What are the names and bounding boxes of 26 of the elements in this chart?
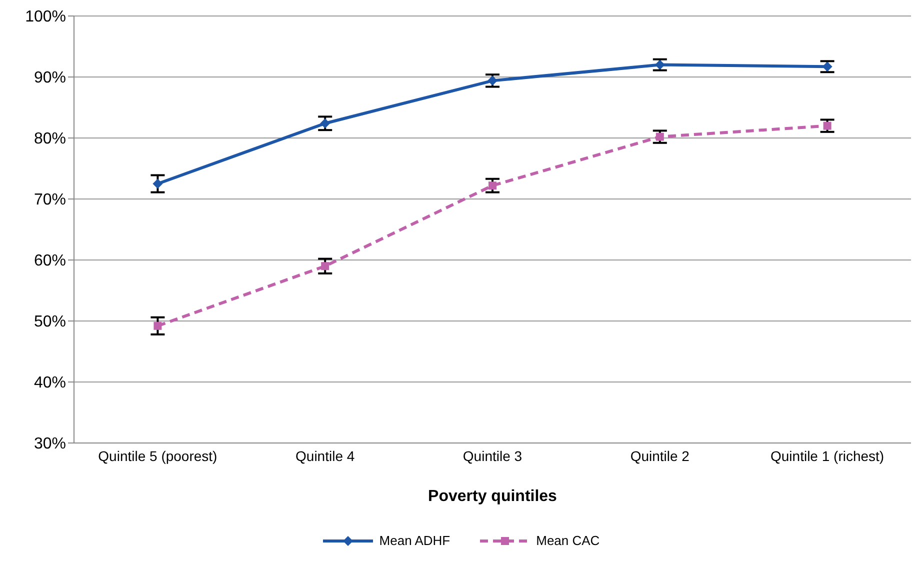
point <box>823 122 832 130</box>
y-tick-label: 60% <box>34 252 66 270</box>
y-tick-label: 100% <box>25 8 66 26</box>
x-tick-label: Quintile 1 (richest) <box>770 448 884 464</box>
point <box>656 132 664 141</box>
x-tick-label: Quintile 2 <box>630 448 690 464</box>
point <box>321 262 330 270</box>
legend-label: Mean ADHF <box>379 533 450 548</box>
point <box>154 322 162 330</box>
point <box>152 178 163 189</box>
y-tick-label: 70% <box>34 192 66 209</box>
y-tick-label: 30% <box>34 436 66 453</box>
point <box>654 60 665 70</box>
point <box>488 182 496 190</box>
y-tick-label: 90% <box>34 70 66 87</box>
y-tick-label: 80% <box>34 130 66 148</box>
point <box>488 76 498 86</box>
legend-label: Mean CAC <box>536 533 600 548</box>
x-tick-label: Quintile 4 <box>296 448 355 464</box>
x-tick-label: Quintile 5 (poorest) <box>98 448 218 464</box>
y-tick-label: 40% <box>34 374 66 392</box>
point <box>320 118 330 128</box>
x-axis-title: Poverty quintiles <box>428 488 558 505</box>
point <box>822 62 832 72</box>
y-tick-label: 50% <box>34 314 66 331</box>
x-tick-label: Quintile 3 <box>462 448 522 464</box>
